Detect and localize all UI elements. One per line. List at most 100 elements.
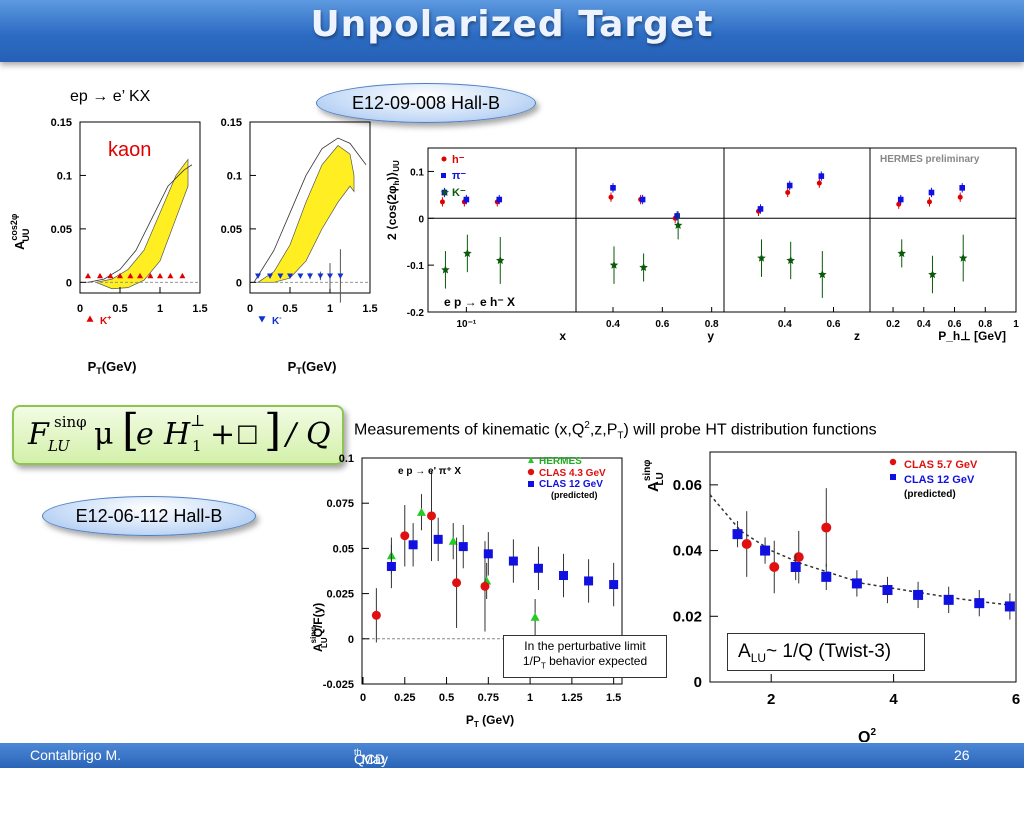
- h-point: [896, 201, 902, 207]
- kminus-legend-label: K-: [272, 315, 282, 327]
- legend-pi-marker: [441, 173, 446, 178]
- model-curve: [87, 164, 193, 283]
- k-point: [673, 220, 683, 229]
- note-line-1: In the perturbative limit: [524, 639, 646, 653]
- pt-xlabel: PT (GeV): [466, 713, 514, 728]
- legend-clas12-note: (predicted): [551, 490, 598, 500]
- data-point: [147, 272, 154, 279]
- plot-frame: [709, 451, 1017, 683]
- data-point: [530, 612, 540, 621]
- legend-hermes-marker: [528, 457, 534, 463]
- pi-point: [818, 173, 825, 179]
- title-bar: Unpolarized Target: [0, 0, 1024, 62]
- x-tick-label: 6: [1012, 691, 1020, 708]
- data-point: [448, 536, 458, 545]
- kaon-kminus-chart: 0 0.5 1 1.5 0 0.05 0.1 0.15 PT(GeV) K-: [221, 117, 378, 376]
- measurement-text-sub: T: [617, 430, 624, 442]
- k-point: [609, 260, 619, 269]
- pi-point: [959, 185, 966, 191]
- legend-marker: [258, 316, 266, 323]
- alu-vs-pt-chart: 0 0.25 0.5 0.75 1 1.25 1.5 -0.025 0 0.025 0.05 0.07…: [309, 453, 623, 728]
- data-point: [117, 272, 123, 279]
- data-point: [371, 610, 381, 620]
- x-tick-label: 0: [360, 692, 366, 704]
- note-line-2-a: 1/P: [522, 654, 541, 668]
- legend-clas12b-marker: [890, 474, 896, 480]
- legend-k-marker: ★: [440, 187, 450, 199]
- footer-event-b: May 2013, JLab: [361, 751, 397, 799]
- x-tick-label: 0.75: [478, 692, 499, 704]
- x-tick-label: 1: [327, 303, 333, 315]
- data-point: [337, 273, 344, 279]
- data-point: [943, 594, 954, 605]
- y-tick-label: 0.025: [326, 589, 354, 601]
- measurement-text: Measurements of kinematic (x,Q2,z,PT) wi…: [354, 420, 877, 442]
- data-point: [317, 273, 324, 279]
- footer-author: Contalbrigo M.: [30, 747, 122, 763]
- pi-point: [897, 196, 904, 203]
- k-point: [496, 256, 505, 265]
- pi-point: [786, 182, 793, 189]
- formula-slash: /: [286, 417, 297, 452]
- data-point: [480, 581, 490, 591]
- h-point: [816, 180, 822, 186]
- data-point: [821, 571, 832, 582]
- data-point: [433, 534, 443, 544]
- x-tick-label: 0.5: [282, 303, 297, 315]
- x-tick-label: 1: [1013, 319, 1019, 330]
- data-point: [267, 273, 273, 279]
- kaon-kplus-chart: 0 0.5 1 1.5 0 0.05 0.1 0.15 kaon PT(GeV) Acos2φ…: [9, 117, 208, 376]
- k-point: [441, 265, 450, 274]
- pi-point: [674, 213, 680, 219]
- panel-xlabel: z: [854, 329, 860, 343]
- twist-a: A: [738, 641, 751, 662]
- y-tick-label: -0.1: [407, 261, 425, 272]
- y-tick-label: 0.06: [673, 477, 702, 494]
- legend-h-marker: [441, 156, 447, 162]
- x-tick-label: 1.5: [606, 692, 621, 704]
- y-tick-label: 0.075: [326, 498, 354, 510]
- note-line-2-sub: T: [540, 661, 546, 671]
- footer-bar: Contalbrigo M. QCD Evolution Workshop, 7…: [0, 743, 1024, 815]
- formula-box-glyph: □: [236, 419, 259, 447]
- hermes-ylabel: 2 ⟨cos(2φh)⟩UU: [385, 160, 401, 240]
- prediction-band: [94, 158, 189, 290]
- data-point: [452, 578, 462, 588]
- data-point: [559, 571, 569, 581]
- data-point: [167, 272, 174, 279]
- data-point: [277, 273, 284, 279]
- pi-point: [639, 196, 646, 203]
- legend-clas12-label: CLAS 12 GeV: [539, 479, 603, 490]
- twist-text: ALU~ 1/Q (Twist-3): [738, 641, 891, 665]
- y-tick-label: 0.15: [51, 117, 72, 129]
- data-point: [255, 273, 261, 279]
- pt-ylabel: Asinφ LUQ/F(y): [309, 603, 329, 652]
- plot-frame: [427, 147, 1017, 313]
- y-tick-label: 0: [236, 277, 242, 289]
- panel-xlabel: P_h⊥ [GeV]: [938, 329, 1006, 343]
- twist-sub: LU: [750, 650, 767, 665]
- legend-h-label: h⁻: [452, 154, 465, 166]
- x-tick-label: 0.4: [917, 319, 931, 330]
- y-tick-label: 0.15: [221, 117, 242, 129]
- h-point: [785, 190, 791, 196]
- x-tick-label: 0.5: [439, 692, 454, 704]
- pi-point: [928, 189, 935, 196]
- h-point: [608, 194, 614, 200]
- pi-point: [610, 185, 616, 191]
- y-tick-label: 0.1: [339, 453, 354, 465]
- formula-e: e: [136, 417, 154, 452]
- x-tick-label: 1.5: [192, 303, 207, 315]
- data-point: [609, 580, 619, 590]
- x-tick-label: 1: [157, 303, 163, 315]
- y-tick-label: 0.1: [410, 167, 424, 178]
- formula-f: F: [28, 417, 49, 452]
- pi-point: [441, 189, 448, 196]
- formula-plus: +: [210, 417, 236, 452]
- data-point: [741, 539, 752, 549]
- formula-sup: sinφ: [54, 413, 87, 431]
- x-tick-label: 0.6: [948, 319, 962, 330]
- formula-hsup: ⊥: [190, 411, 206, 430]
- twist-b: ~ 1/Q (Twist-3): [766, 641, 892, 662]
